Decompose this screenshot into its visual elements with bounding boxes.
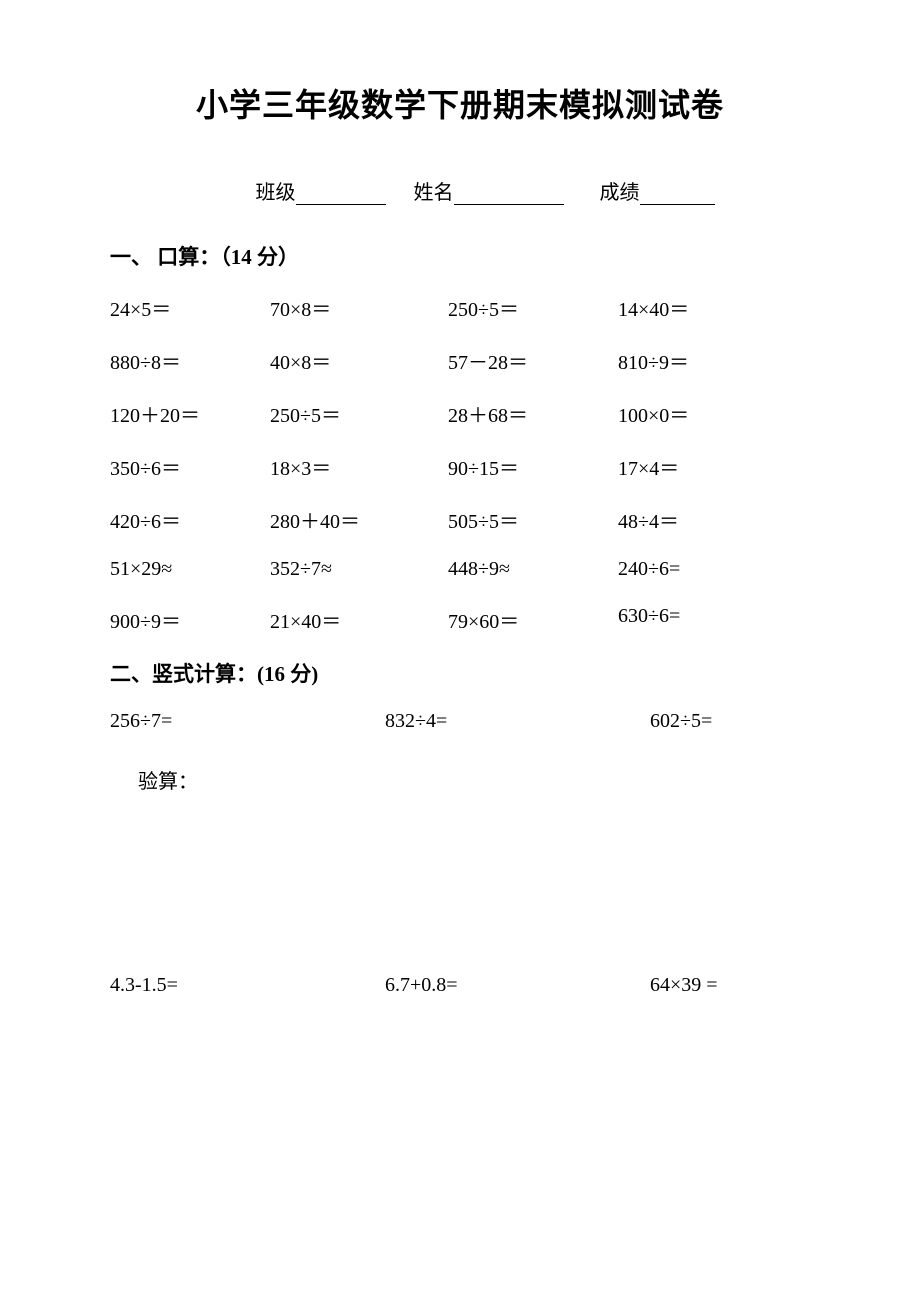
problem-cell: 6.7+0.8= <box>385 974 650 997</box>
problem-cell: 350÷6＝ <box>110 452 270 481</box>
problem-cell: 100×0＝ <box>618 399 689 428</box>
problem-row: 350÷6＝ 18×3＝ 90÷15＝ 17×4＝ <box>110 452 810 481</box>
problem-row: 24×5＝ 70×8＝ 250÷5＝ 14×40＝ <box>110 293 810 322</box>
page-title: 小学三年级数学下册期末模拟测试卷 <box>110 80 810 126</box>
problem-cell: 256÷7= <box>110 710 385 733</box>
problem-cell: 250÷5＝ <box>270 399 448 428</box>
problem-cell: 240÷6= <box>618 558 680 581</box>
problem-cell: 630÷6= <box>618 605 680 634</box>
problem-cell: 810÷9＝ <box>618 346 689 375</box>
problem-cell: 28＋68＝ <box>448 399 618 428</box>
student-info-row: 班级 姓名 成绩 <box>110 176 810 205</box>
problem-cell: 17×4＝ <box>618 452 679 481</box>
section2-row2: 4.3-1.5= 6.7+0.8= 64×39 = <box>110 974 810 997</box>
problem-cell: 90÷15＝ <box>448 452 618 481</box>
problem-cell: 602÷5= <box>650 710 712 733</box>
problem-cell: 40×8＝ <box>270 346 448 375</box>
problem-cell: 57－28＝ <box>448 346 618 375</box>
problem-row: 420÷6＝ 280＋40＝ 505÷5＝ 48÷4＝ <box>110 505 810 534</box>
problem-cell: 18×3＝ <box>270 452 448 481</box>
section1-grid: 24×5＝ 70×8＝ 250÷5＝ 14×40＝ 880÷8＝ 40×8＝ 5… <box>110 293 810 634</box>
score-blank <box>640 204 715 205</box>
problem-cell: 51×29≈ <box>110 558 270 581</box>
section2-row1: 256÷7= 832÷4= 602÷5= <box>110 710 810 733</box>
verify-label: 验算： <box>138 765 810 794</box>
problem-row: 51×29≈ 352÷7≈ 448÷9≈ 240÷6= <box>110 558 810 581</box>
name-blank <box>454 204 564 205</box>
problem-cell: 832÷4= <box>385 710 650 733</box>
problem-cell: 14×40＝ <box>618 293 689 322</box>
problem-cell: 21×40＝ <box>270 605 448 634</box>
problem-cell: 79×60＝ <box>448 605 618 634</box>
problem-cell: 64×39 = <box>650 974 718 997</box>
name-label: 姓名 <box>414 176 454 205</box>
problem-cell: 4.3-1.5= <box>110 974 385 997</box>
problem-row: 120＋20＝ 250÷5＝ 28＋68＝ 100×0＝ <box>110 399 810 428</box>
problem-row: 880÷8＝ 40×8＝ 57－28＝ 810÷9＝ <box>110 346 810 375</box>
class-label: 班级 <box>256 176 296 205</box>
section1-heading: 一、 口算：（14 分） <box>110 241 810 271</box>
problem-cell: 505÷5＝ <box>448 505 618 534</box>
problem-cell: 420÷6＝ <box>110 505 270 534</box>
problem-row: 900÷9＝ 21×40＝ 79×60＝ 630÷6= <box>110 605 810 634</box>
problem-cell: 900÷9＝ <box>110 605 270 634</box>
problem-cell: 880÷8＝ <box>110 346 270 375</box>
problem-cell: 48÷4＝ <box>618 505 679 534</box>
class-blank <box>296 204 386 205</box>
problem-cell: 352÷7≈ <box>270 558 448 581</box>
problem-cell: 280＋40＝ <box>270 505 448 534</box>
problem-cell: 70×8＝ <box>270 293 448 322</box>
problem-cell: 448÷9≈ <box>448 558 618 581</box>
problem-cell: 24×5＝ <box>110 293 270 322</box>
score-label: 成绩 <box>600 176 640 205</box>
problem-cell: 250÷5＝ <box>448 293 618 322</box>
problem-cell: 120＋20＝ <box>110 399 270 428</box>
section2-heading: 二、竖式计算：(16 分) <box>110 658 810 688</box>
